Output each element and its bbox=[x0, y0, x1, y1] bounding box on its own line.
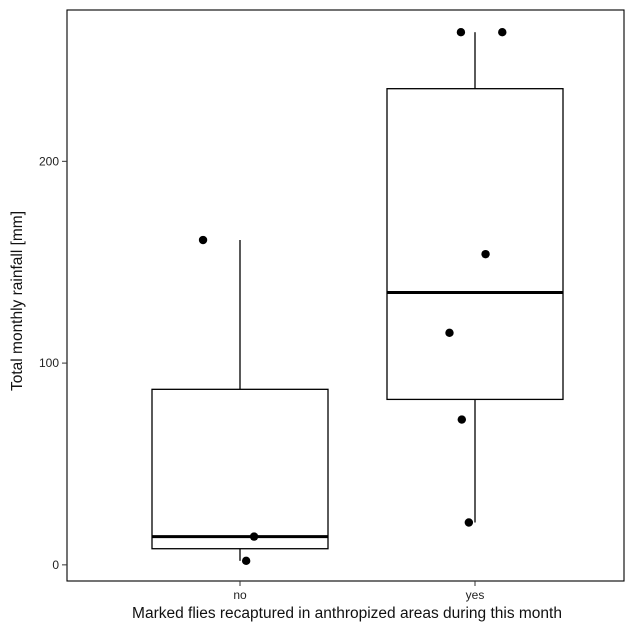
axis-layer: 0 100 200 no yes bbox=[39, 154, 484, 602]
data-point-yes-3 bbox=[456, 27, 466, 37]
y-tick-label-0: 0 bbox=[52, 558, 59, 572]
data-point-yes-4 bbox=[498, 27, 507, 37]
box-no bbox=[151, 388, 329, 550]
y-tick-label-100: 100 bbox=[39, 356, 59, 370]
data-point-no-1 bbox=[249, 532, 259, 541]
data-point-no-0 bbox=[198, 235, 208, 245]
data-point-yes-6 bbox=[445, 328, 454, 338]
x-tick-label-yes: yes bbox=[466, 588, 485, 602]
data-point-yes-5 bbox=[481, 249, 490, 259]
y-axis-title: Total monthly rainfall [mm] bbox=[9, 211, 26, 391]
plot-layer bbox=[151, 27, 564, 566]
data-point-yes-8 bbox=[464, 518, 474, 527]
data-point-no-2 bbox=[241, 556, 251, 566]
x-axis-title: Marked flies recaptured in anthropized a… bbox=[132, 605, 562, 622]
box-yes bbox=[386, 88, 564, 401]
x-tick-label-no: no bbox=[233, 588, 247, 602]
data-point-yes-7 bbox=[457, 415, 466, 424]
y-tick-label-200: 200 bbox=[39, 154, 59, 168]
plot-panel-border bbox=[66, 9, 625, 582]
